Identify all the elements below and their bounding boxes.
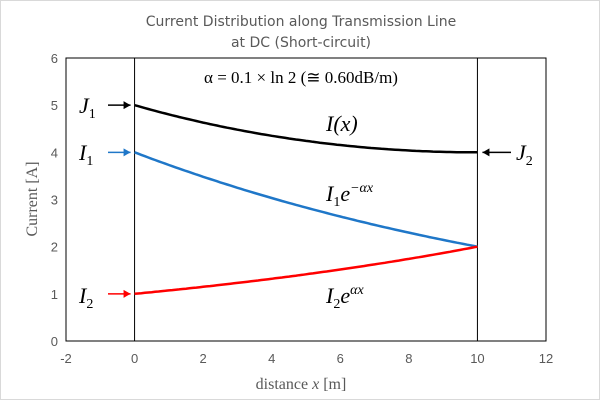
- x-tick-label: 8: [405, 351, 412, 366]
- chart-subtitle: at DC (Short-circuit): [231, 35, 371, 51]
- label-i1: I1: [78, 140, 93, 169]
- x-tick-label: 0: [131, 351, 138, 366]
- x-tick-label: 12: [539, 351, 553, 366]
- label-j1: J1: [79, 93, 96, 122]
- x-tick-label: 2: [200, 351, 207, 366]
- alpha-annotation: α = 0.1 × ln 2 (≅ 0.60dB/m): [204, 68, 398, 87]
- y-axis-label: Current [A]: [24, 161, 41, 236]
- chart-title: Current Distribution along Transmission …: [146, 14, 456, 30]
- label-i2-curve: I2eαx: [325, 283, 364, 312]
- series-line-0: [134, 103, 478, 154]
- y-tick-label: 3: [51, 193, 58, 208]
- y-tick-label: 1: [51, 287, 58, 302]
- arrow-i2-head: [123, 289, 131, 298]
- series-line-2: [134, 245, 478, 296]
- x-tick-label: 6: [337, 351, 344, 366]
- y-tick-label: 2: [51, 240, 58, 255]
- x-axis-label: distance x [m]: [256, 376, 347, 393]
- label-i2: I2: [78, 283, 93, 312]
- x-tick-label: 10: [470, 351, 484, 366]
- label-ix: I(x): [325, 111, 358, 136]
- arrow-j2-head: [482, 148, 490, 157]
- x-tick-label: 4: [268, 351, 275, 366]
- label-i1-curve: I1e−αx: [325, 181, 374, 210]
- y-tick-label: 5: [51, 98, 58, 113]
- arrow-j1-head: [123, 101, 131, 110]
- x-tick-label: -2: [60, 351, 72, 366]
- y-tick-label: 4: [51, 145, 58, 160]
- plot-area: [65, 57, 547, 342]
- label-j2: J2: [516, 140, 533, 169]
- series-line-1: [134, 151, 478, 248]
- arrow-i1-head: [123, 148, 131, 157]
- y-tick-label: 0: [51, 334, 58, 349]
- y-tick-label: 6: [51, 51, 58, 66]
